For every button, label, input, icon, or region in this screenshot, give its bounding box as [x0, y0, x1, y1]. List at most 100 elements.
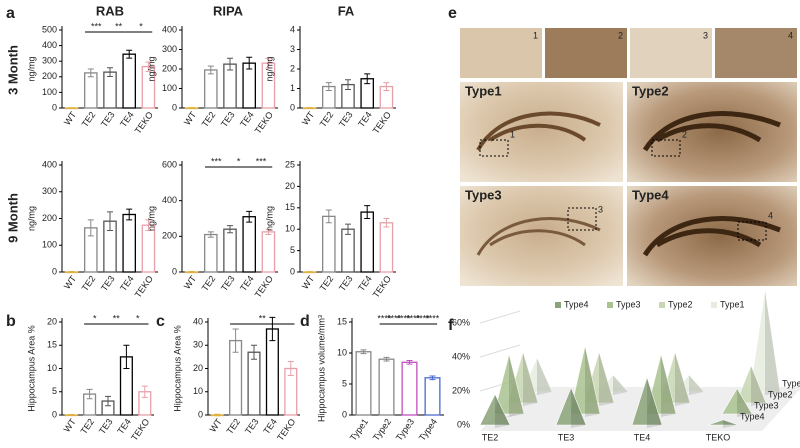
error-bar — [126, 208, 133, 221]
row-label: 9 Month — [5, 193, 20, 243]
legend-swatch — [711, 302, 717, 308]
roi-marker: 3 — [598, 204, 603, 214]
y-tick-label: 600 — [162, 159, 177, 169]
x-tick-label: TE3 — [337, 274, 355, 293]
error-bar — [86, 388, 93, 400]
x-tick-label: TE4 — [356, 274, 374, 293]
x-tick-label: TE2 — [200, 274, 218, 293]
bar — [103, 71, 117, 109]
series-label: Type3 — [754, 400, 779, 410]
x-tick-label: TE3 — [219, 274, 237, 293]
y-tick-label: 15 — [285, 202, 295, 212]
pyramid-shade — [723, 419, 738, 428]
x-tick-label: TEKO — [253, 110, 275, 136]
bar — [204, 233, 218, 273]
error-bar — [214, 413, 221, 417]
y-tick-label: 200 — [42, 71, 57, 81]
pyramid-shade — [647, 377, 662, 428]
error-bar — [246, 210, 253, 223]
column-header: RIPA — [213, 3, 244, 18]
y-axis-label: ng/mg — [264, 56, 274, 81]
bar — [122, 53, 136, 109]
bar — [242, 216, 256, 273]
y-tick-label: 40% — [452, 351, 470, 361]
x-tick-label: TEKO — [133, 110, 155, 136]
y-tick-label: 200 — [42, 213, 57, 223]
pyramid-shade — [599, 352, 614, 406]
legend-swatch — [607, 302, 613, 308]
error-bar — [325, 209, 332, 224]
y-tick-label: 2 — [290, 63, 295, 73]
y-tick-label: 3 — [290, 44, 295, 54]
significance-label: **** — [377, 313, 392, 323]
section-image — [627, 186, 797, 286]
series-label: Type2 — [768, 389, 793, 399]
roi-marker: 4 — [768, 210, 773, 220]
y-tick-label: 5 — [52, 386, 57, 396]
pyramid-shade — [765, 290, 780, 395]
x-tick-label: TE2 — [318, 110, 336, 129]
significance-label: ** — [115, 21, 123, 31]
roi-marker: 1 — [510, 129, 515, 139]
y-tick-label: 400 — [42, 40, 57, 50]
y-tick-label: 15 — [47, 340, 57, 350]
significance-label: * — [93, 313, 97, 323]
x-tick-label: TE3 — [97, 417, 115, 436]
error-bar — [68, 270, 75, 274]
bar — [247, 351, 261, 416]
error-bar — [227, 57, 233, 71]
x-tick-label: TE4 — [238, 110, 256, 129]
pyramid-shade — [495, 394, 510, 428]
y-tick-label: 20 — [193, 363, 203, 373]
y-tick-label: 500 — [42, 24, 57, 34]
bar — [242, 62, 256, 109]
legend-label: Type2 — [668, 299, 693, 309]
legend-swatch — [659, 302, 665, 308]
x-tick-label: Type2 — [371, 417, 393, 443]
x-tick-label: TE4 — [118, 274, 136, 293]
x-tick-label: TE3 — [337, 110, 355, 129]
x-tick-label: TE4 — [238, 274, 256, 293]
x-tick-label: TE3 — [99, 274, 117, 293]
y-tick-label: 20% — [452, 385, 470, 395]
micrographs — [460, 28, 797, 286]
pyramid — [555, 386, 587, 426]
pyramid — [569, 345, 601, 415]
pyramid-shade — [537, 358, 552, 395]
error-bar — [105, 395, 111, 407]
x-tick-label: TEKO — [706, 432, 731, 442]
bar — [265, 328, 279, 416]
x-tick-label: TE3 — [243, 417, 261, 436]
error-bar — [246, 56, 253, 70]
x-tick-label: TE2 — [200, 110, 218, 129]
inset-number: 2 — [618, 30, 623, 40]
panel-label: a — [6, 5, 15, 22]
error-bar — [207, 231, 214, 238]
y-tick-label: 10 — [285, 224, 295, 234]
x-tick-label: TEKO — [371, 274, 393, 300]
x-tick-label: TEKO — [133, 274, 155, 300]
pyramid-shade — [661, 354, 676, 417]
pyramid-shade — [737, 388, 752, 417]
error-bar — [141, 385, 148, 398]
error-bar — [269, 316, 276, 342]
bar — [424, 377, 441, 416]
error-bar — [383, 218, 390, 228]
panel-label: c — [156, 313, 165, 330]
x-tick-label: WT — [182, 273, 199, 291]
inset-image — [630, 28, 712, 78]
x-tick-label: WT — [62, 273, 79, 291]
bar — [122, 213, 136, 273]
y-tick-label: 10 — [47, 363, 57, 373]
y-tick-label: 100 — [42, 87, 57, 97]
y-tick-label: 200 — [162, 231, 177, 241]
pyramid — [493, 354, 525, 415]
x-tick-label: WT — [62, 416, 79, 434]
bar — [360, 211, 374, 273]
y-axis-label: Hippocampus Area % — [26, 325, 36, 412]
significance-label: **** — [387, 313, 402, 323]
y-tick-label: 60% — [452, 317, 470, 327]
image-title: Type1 — [465, 83, 502, 98]
pyramid — [735, 364, 767, 404]
pyramid-shade — [509, 354, 524, 417]
